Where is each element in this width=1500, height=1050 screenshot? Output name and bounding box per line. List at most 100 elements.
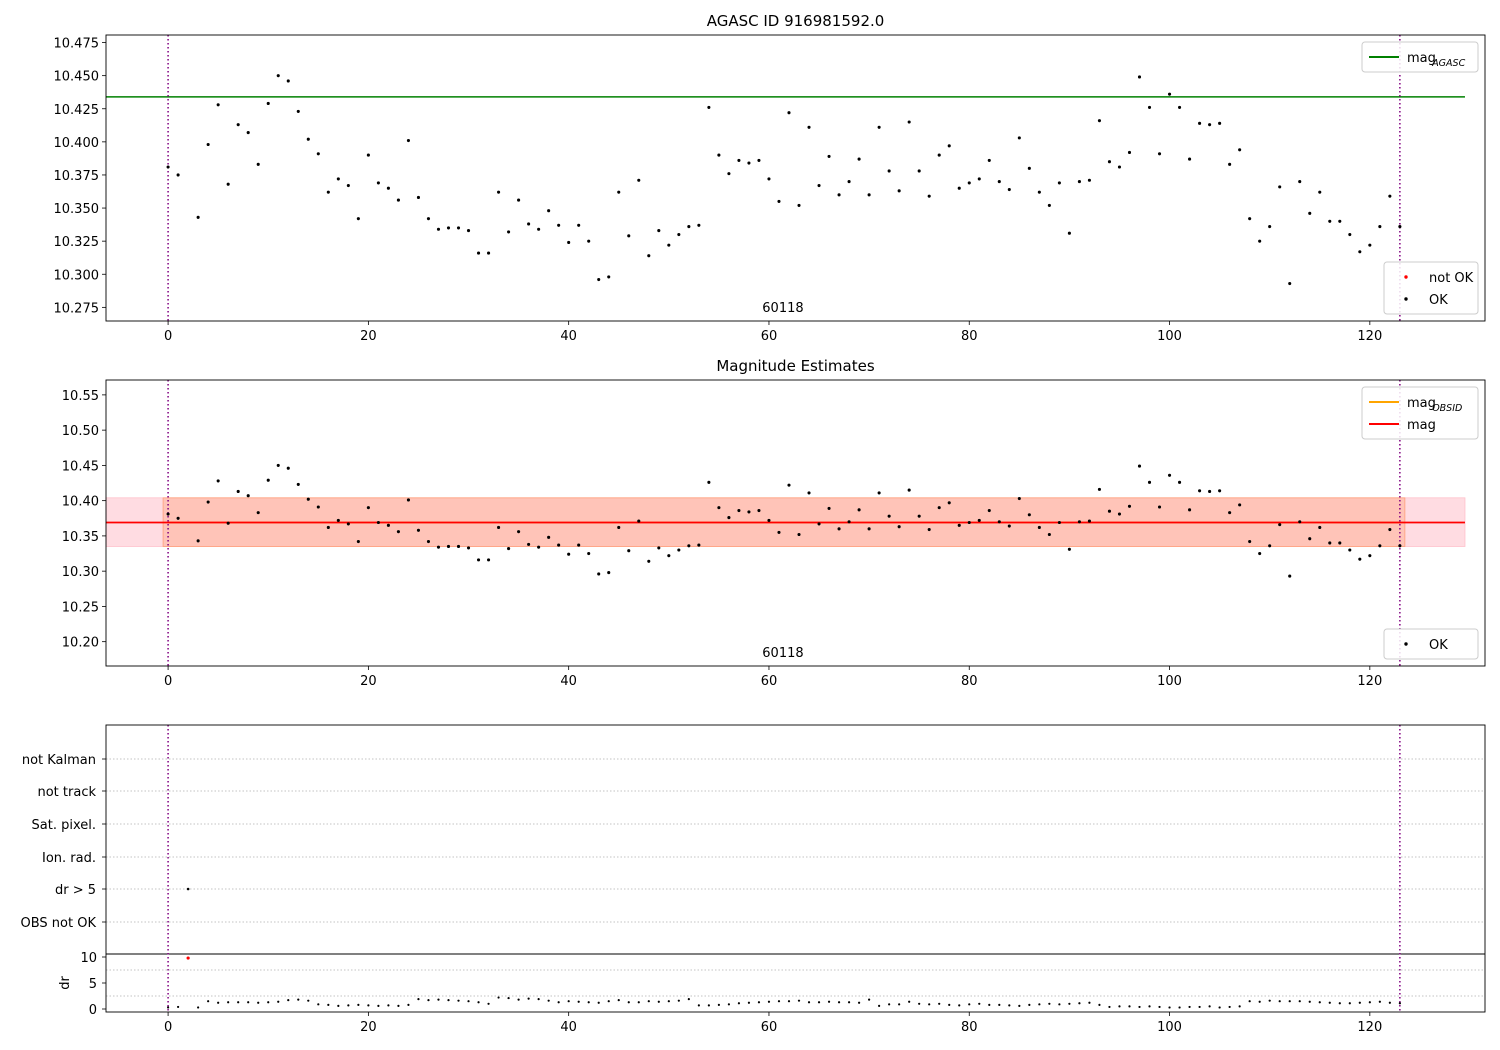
data-point	[707, 105, 711, 109]
dr-point	[577, 1000, 580, 1003]
y-tick-label: 10.45	[62, 459, 99, 474]
data-point	[967, 520, 971, 525]
data-point	[787, 111, 791, 115]
data-point	[406, 498, 410, 502]
data-point	[497, 190, 501, 194]
data-point	[196, 539, 200, 543]
dr-point	[347, 1004, 350, 1007]
dr-point	[667, 1000, 670, 1003]
data-point	[426, 539, 431, 544]
data-point	[1027, 513, 1031, 517]
data-point	[687, 544, 691, 548]
data-point	[517, 198, 521, 202]
dr-point	[287, 999, 290, 1002]
x-tick-label: 60	[761, 674, 778, 689]
data-point	[1087, 178, 1091, 182]
data-point	[617, 525, 621, 529]
data-point	[557, 223, 561, 227]
data-point	[436, 227, 441, 231]
flag-label: not track	[37, 785, 96, 800]
data-point	[1238, 503, 1242, 507]
dr-point	[1148, 1005, 1151, 1008]
data-point	[1228, 162, 1232, 166]
data-point	[1298, 180, 1302, 184]
dr-point	[357, 1003, 360, 1006]
data-point	[1147, 105, 1152, 109]
flag-label: OBS not OK	[21, 916, 97, 931]
x-tick-label: 40	[560, 1020, 577, 1035]
dr-point	[1208, 1005, 1211, 1008]
data-point	[537, 227, 541, 231]
data-point	[577, 223, 581, 227]
data-point	[827, 506, 831, 510]
x-tick-label: 100	[1157, 674, 1182, 689]
data-point	[857, 157, 861, 161]
dr-point	[837, 1001, 841, 1004]
data-point	[1178, 480, 1182, 484]
dr-point	[1018, 1004, 1021, 1007]
x-tick-label: 0	[164, 1020, 172, 1035]
x-tick-label: 80	[961, 329, 978, 344]
dr-point	[1178, 1006, 1181, 1009]
data-point	[767, 177, 771, 181]
dr-point	[1068, 1002, 1071, 1005]
chart-title: AGASC ID 916981592.0	[707, 12, 885, 30]
data-point	[166, 165, 170, 169]
data-point	[837, 193, 841, 197]
data-point	[1188, 508, 1192, 512]
dr-point	[307, 999, 310, 1002]
dr-point	[878, 1004, 881, 1007]
dr-point	[1078, 1002, 1081, 1005]
dr-point	[707, 1004, 710, 1007]
dr-point	[547, 999, 550, 1002]
data-point	[466, 546, 471, 550]
data-point	[1137, 464, 1142, 468]
dr-point	[457, 999, 460, 1002]
data-point	[687, 225, 691, 229]
data-point	[286, 79, 290, 83]
dr-point	[247, 1001, 250, 1004]
dr-point	[387, 1004, 390, 1007]
dr-point	[717, 1003, 720, 1006]
dr-point	[1358, 1001, 1361, 1004]
data-point	[1147, 480, 1152, 484]
dr-point	[657, 1000, 660, 1003]
data-point	[847, 520, 851, 524]
data-point	[777, 530, 781, 534]
flag-label: Sat. pixel.	[32, 818, 96, 833]
data-point	[1017, 496, 1021, 501]
legend-label: OK	[1429, 638, 1448, 653]
y-tick-label: 10.25	[62, 600, 99, 615]
data-point	[907, 488, 911, 492]
data-point	[947, 144, 951, 148]
data-point	[877, 491, 881, 495]
data-point	[206, 142, 210, 147]
data-point	[677, 548, 681, 552]
dr-point	[1158, 1005, 1161, 1009]
data-point	[917, 514, 921, 518]
dr-point	[437, 998, 440, 1001]
data-point	[316, 152, 320, 156]
dr-point	[968, 1003, 971, 1006]
dr-y-tick-label: 5	[89, 977, 97, 992]
x-tick-label: 100	[1157, 329, 1182, 344]
data-point	[326, 525, 330, 529]
data-point	[1107, 160, 1112, 164]
data-point	[1157, 505, 1162, 509]
data-point	[306, 137, 310, 141]
data-point	[1218, 489, 1222, 493]
y-tick-label: 10.275	[54, 301, 100, 316]
dr-point	[207, 1000, 210, 1003]
data-point	[296, 109, 300, 113]
data-point	[226, 521, 230, 525]
x-tick-label: 100	[1157, 1020, 1182, 1035]
data-point	[1398, 225, 1402, 229]
data-point	[376, 181, 380, 185]
data-point	[446, 544, 451, 549]
data-point	[1368, 243, 1372, 247]
dr-point	[1008, 1004, 1011, 1007]
dr-y-tick-label: 0	[89, 1003, 97, 1018]
dr-point	[697, 1004, 700, 1007]
data-point	[987, 508, 991, 513]
data-point	[1388, 528, 1392, 532]
